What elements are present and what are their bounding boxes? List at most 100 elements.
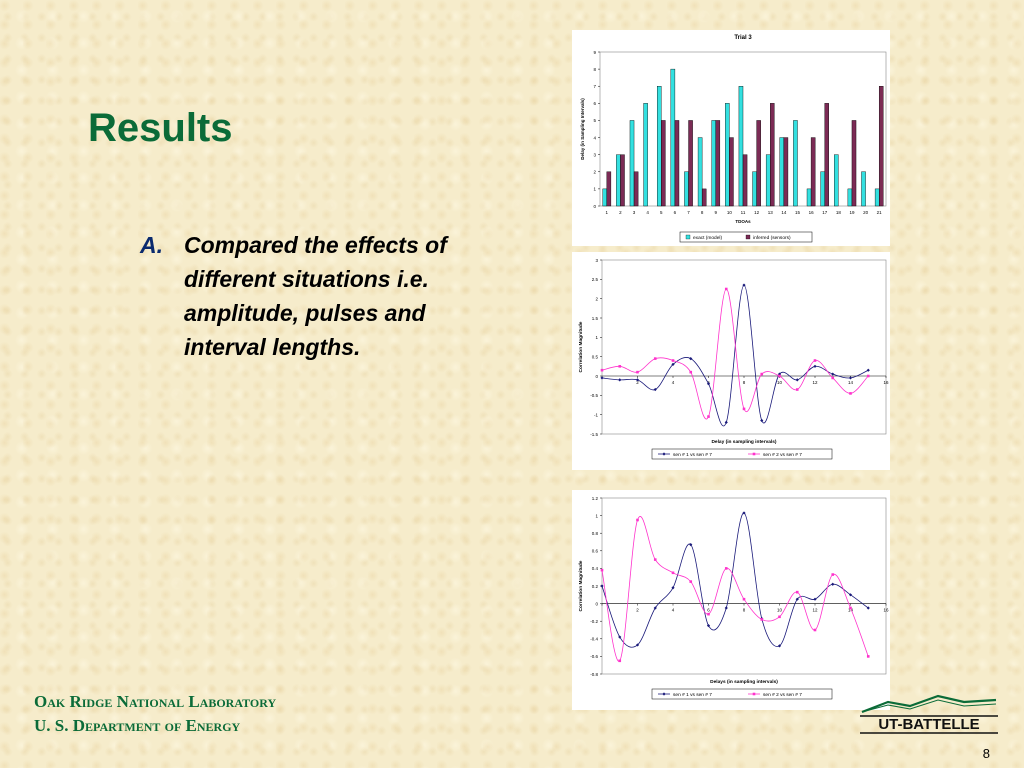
x-tick-label: 10 xyxy=(777,380,783,385)
y-axis-label: Delay (in Sampling Intervals) xyxy=(580,98,585,160)
footer-line-2: U. S. Department of Energy xyxy=(34,716,241,735)
bar-exact xyxy=(725,103,730,207)
legend-box xyxy=(651,688,833,700)
x-tick-label: 18 xyxy=(836,210,842,215)
bar-inferred xyxy=(851,120,857,207)
x-tick-label: 4 xyxy=(646,210,649,215)
series-line-2 xyxy=(601,288,869,420)
correlation-line-chart-2: -0.8 -0.6 -0.4 -0.2 0 0.2 0.4 0.6 0.8 1 1.2 2 4 6 8 10 1… xyxy=(572,490,890,710)
data-point xyxy=(600,376,604,380)
data-point xyxy=(849,606,852,610)
series-line-2 xyxy=(601,516,869,662)
y-tick-label: 3 xyxy=(593,152,596,157)
bar-exact xyxy=(847,188,853,207)
legend-entry: exact (model) xyxy=(693,235,722,241)
x-tick-label: 9 xyxy=(715,210,718,215)
bar-exact xyxy=(861,171,866,207)
bar-exact xyxy=(738,86,744,207)
bar-exact xyxy=(629,120,635,207)
bar-exact xyxy=(656,86,662,207)
data-point xyxy=(813,364,817,368)
chart-legend: sen # 1 vs sen # 7 sen # 2 vs sen # 7 xyxy=(651,688,833,700)
data-point xyxy=(671,586,675,590)
data-point xyxy=(795,388,799,391)
x-tick-label: 14 xyxy=(848,608,854,613)
bar-exact xyxy=(834,154,839,207)
bar-inferred xyxy=(756,120,761,207)
x-tick-label: 2 xyxy=(636,380,639,385)
y-tick-label: 5 xyxy=(593,118,596,123)
data-point xyxy=(671,571,675,575)
data-point xyxy=(635,643,640,647)
y-tick-label: 0 xyxy=(595,601,598,606)
legend-entry: sen # 1 vs sen # 7 xyxy=(673,452,712,458)
y-tick-label: 0.5 xyxy=(592,354,599,359)
data-point xyxy=(760,372,764,376)
y-axis-label: Correlation Magnitude xyxy=(578,560,584,611)
y-tick-label: 0.4 xyxy=(592,566,599,571)
data-point xyxy=(600,368,604,372)
y-tick-label: 0.8 xyxy=(592,531,599,536)
data-point xyxy=(831,573,835,576)
x-tick-label: 15 xyxy=(795,210,801,215)
x-tick-label: 19 xyxy=(849,210,855,215)
y-tick-label: 0 xyxy=(593,204,596,209)
bar-exact xyxy=(779,137,785,207)
footer-organization: Oak Ridge National Laboratory U. S. Depa… xyxy=(34,690,276,738)
chart-legend: exact (model) inferred (sensors) xyxy=(679,231,813,243)
y-tick-label: 7 xyxy=(593,84,596,89)
data-point xyxy=(618,635,622,639)
bar-inferred xyxy=(783,137,789,207)
x-tick-label: 14 xyxy=(848,380,854,385)
bar-exact xyxy=(874,188,880,207)
x-tick-label: 14 xyxy=(781,210,787,215)
x-tick-label: 8 xyxy=(701,210,704,215)
data-point xyxy=(760,418,764,423)
data-point xyxy=(600,584,604,588)
data-point xyxy=(795,378,799,382)
data-point xyxy=(653,606,657,610)
data-point xyxy=(689,580,693,583)
bar-inferred xyxy=(729,137,734,207)
x-tick-label: 12 xyxy=(812,608,818,613)
y-tick-label: -0.5 xyxy=(590,393,598,398)
bar-exact xyxy=(684,171,689,207)
y-tick-label: 2.5 xyxy=(592,277,599,282)
x-tick-label: 16 xyxy=(809,210,815,215)
y-tick-label: 1 xyxy=(595,513,598,518)
bar-inferred xyxy=(770,103,775,207)
data-point xyxy=(813,359,817,362)
logo-text: UT-BATTELLE xyxy=(878,716,979,733)
slide-title: Results xyxy=(88,106,233,150)
bar-exact xyxy=(793,120,798,207)
data-point xyxy=(636,370,639,374)
data-point xyxy=(600,568,604,572)
data-point xyxy=(742,407,746,411)
plot-area xyxy=(601,259,887,435)
data-point xyxy=(866,368,870,372)
x-tick-label: 4 xyxy=(672,380,675,385)
y-tick-label: 9 xyxy=(593,50,596,55)
data-point xyxy=(653,558,657,561)
bar-inferred xyxy=(742,154,748,207)
bar-inferred xyxy=(661,120,666,207)
data-point xyxy=(813,597,817,601)
x-tick-label: 3 xyxy=(633,210,636,215)
data-point xyxy=(760,618,764,621)
y-tick-label: 1 xyxy=(595,335,598,340)
data-point xyxy=(671,359,675,362)
y-tick-label: 1 xyxy=(593,187,596,192)
legend-entry: sen # 2 vs sen # 7 xyxy=(763,452,802,458)
bullet-marker: A. xyxy=(140,232,163,258)
x-tick-label: 13 xyxy=(768,210,774,215)
data-point xyxy=(618,378,622,382)
x-tick-label: 20 xyxy=(863,210,869,215)
bar-exact xyxy=(616,154,621,207)
bar-inferred xyxy=(701,188,707,207)
data-point xyxy=(778,615,781,619)
legend-entry: inferred (sensors) xyxy=(753,235,791,241)
data-point xyxy=(636,518,639,522)
bar-exact xyxy=(602,188,608,207)
data-point xyxy=(724,606,728,610)
bar-exact xyxy=(711,120,716,207)
